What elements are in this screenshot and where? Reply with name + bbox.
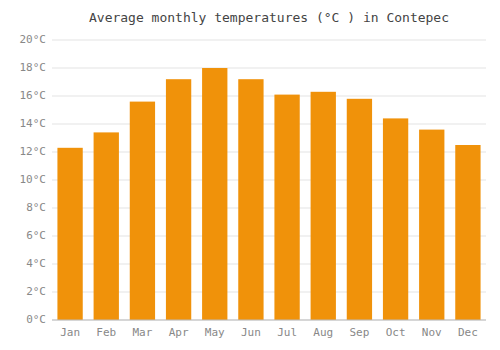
bars xyxy=(57,68,480,320)
x-tick-label: Feb xyxy=(96,326,116,339)
x-tick-label: Oct xyxy=(386,326,406,339)
x-axis: Jan Feb Mar Apr May Jun Jul Aug Sep Oct Nov Dec xyxy=(52,320,486,339)
bar xyxy=(238,79,263,320)
grid-line xyxy=(52,96,486,97)
grid-line xyxy=(52,124,486,125)
x-tick-label: May xyxy=(205,326,225,339)
bar xyxy=(311,92,336,320)
y-tick-label: 6°C xyxy=(26,229,46,242)
bar xyxy=(274,95,299,320)
bar xyxy=(202,68,227,320)
grid-line xyxy=(52,68,486,69)
y-tick-label: 12°C xyxy=(20,145,47,158)
bar xyxy=(383,118,408,320)
x-tick-label: Jun xyxy=(241,326,261,339)
y-tick-label: 20°C xyxy=(20,33,47,46)
x-tick-label: Aug xyxy=(313,326,333,339)
x-tick-label: Jul xyxy=(277,326,297,339)
bar xyxy=(94,132,119,320)
x-tick-label: Apr xyxy=(169,326,189,339)
y-tick-label: 18°C xyxy=(20,61,47,74)
y-tick-label: 14°C xyxy=(20,117,47,130)
y-tick-label: 16°C xyxy=(20,89,47,102)
bar xyxy=(455,145,480,320)
bar xyxy=(419,130,444,320)
title: Average monthly temperatures (°C ) in Co… xyxy=(89,10,449,25)
x-tick-label: Sep xyxy=(349,326,369,339)
x-tick-label: Mar xyxy=(132,326,152,339)
bar xyxy=(166,79,191,320)
y-tick-label: 8°C xyxy=(26,201,46,214)
x-tick-label: Jan xyxy=(60,326,80,339)
bar xyxy=(347,99,372,320)
x-axis-line xyxy=(52,320,486,321)
chart-container: Average monthly temperatures (°C ) in Co… xyxy=(0,0,500,350)
chart: Average monthly temperatures (°C ) in Co… xyxy=(0,0,500,350)
x-tick-label: Dec xyxy=(458,326,478,339)
y-tick-label: 10°C xyxy=(20,173,47,186)
bar xyxy=(57,148,82,320)
x-tick-label: Nov xyxy=(422,326,442,339)
y-tick-label: 2°C xyxy=(26,285,46,298)
grid-line xyxy=(52,320,486,321)
bar xyxy=(130,102,155,320)
grid-line xyxy=(52,40,486,41)
y-axis: 0°C 2°C 4°C 6°C 8°C 10°C 12°C 14°C 16°C 18°C 20°C xyxy=(20,33,47,326)
y-tick-label: 0°C xyxy=(26,313,46,326)
y-tick-label: 4°C xyxy=(26,257,46,270)
grid xyxy=(52,40,486,320)
